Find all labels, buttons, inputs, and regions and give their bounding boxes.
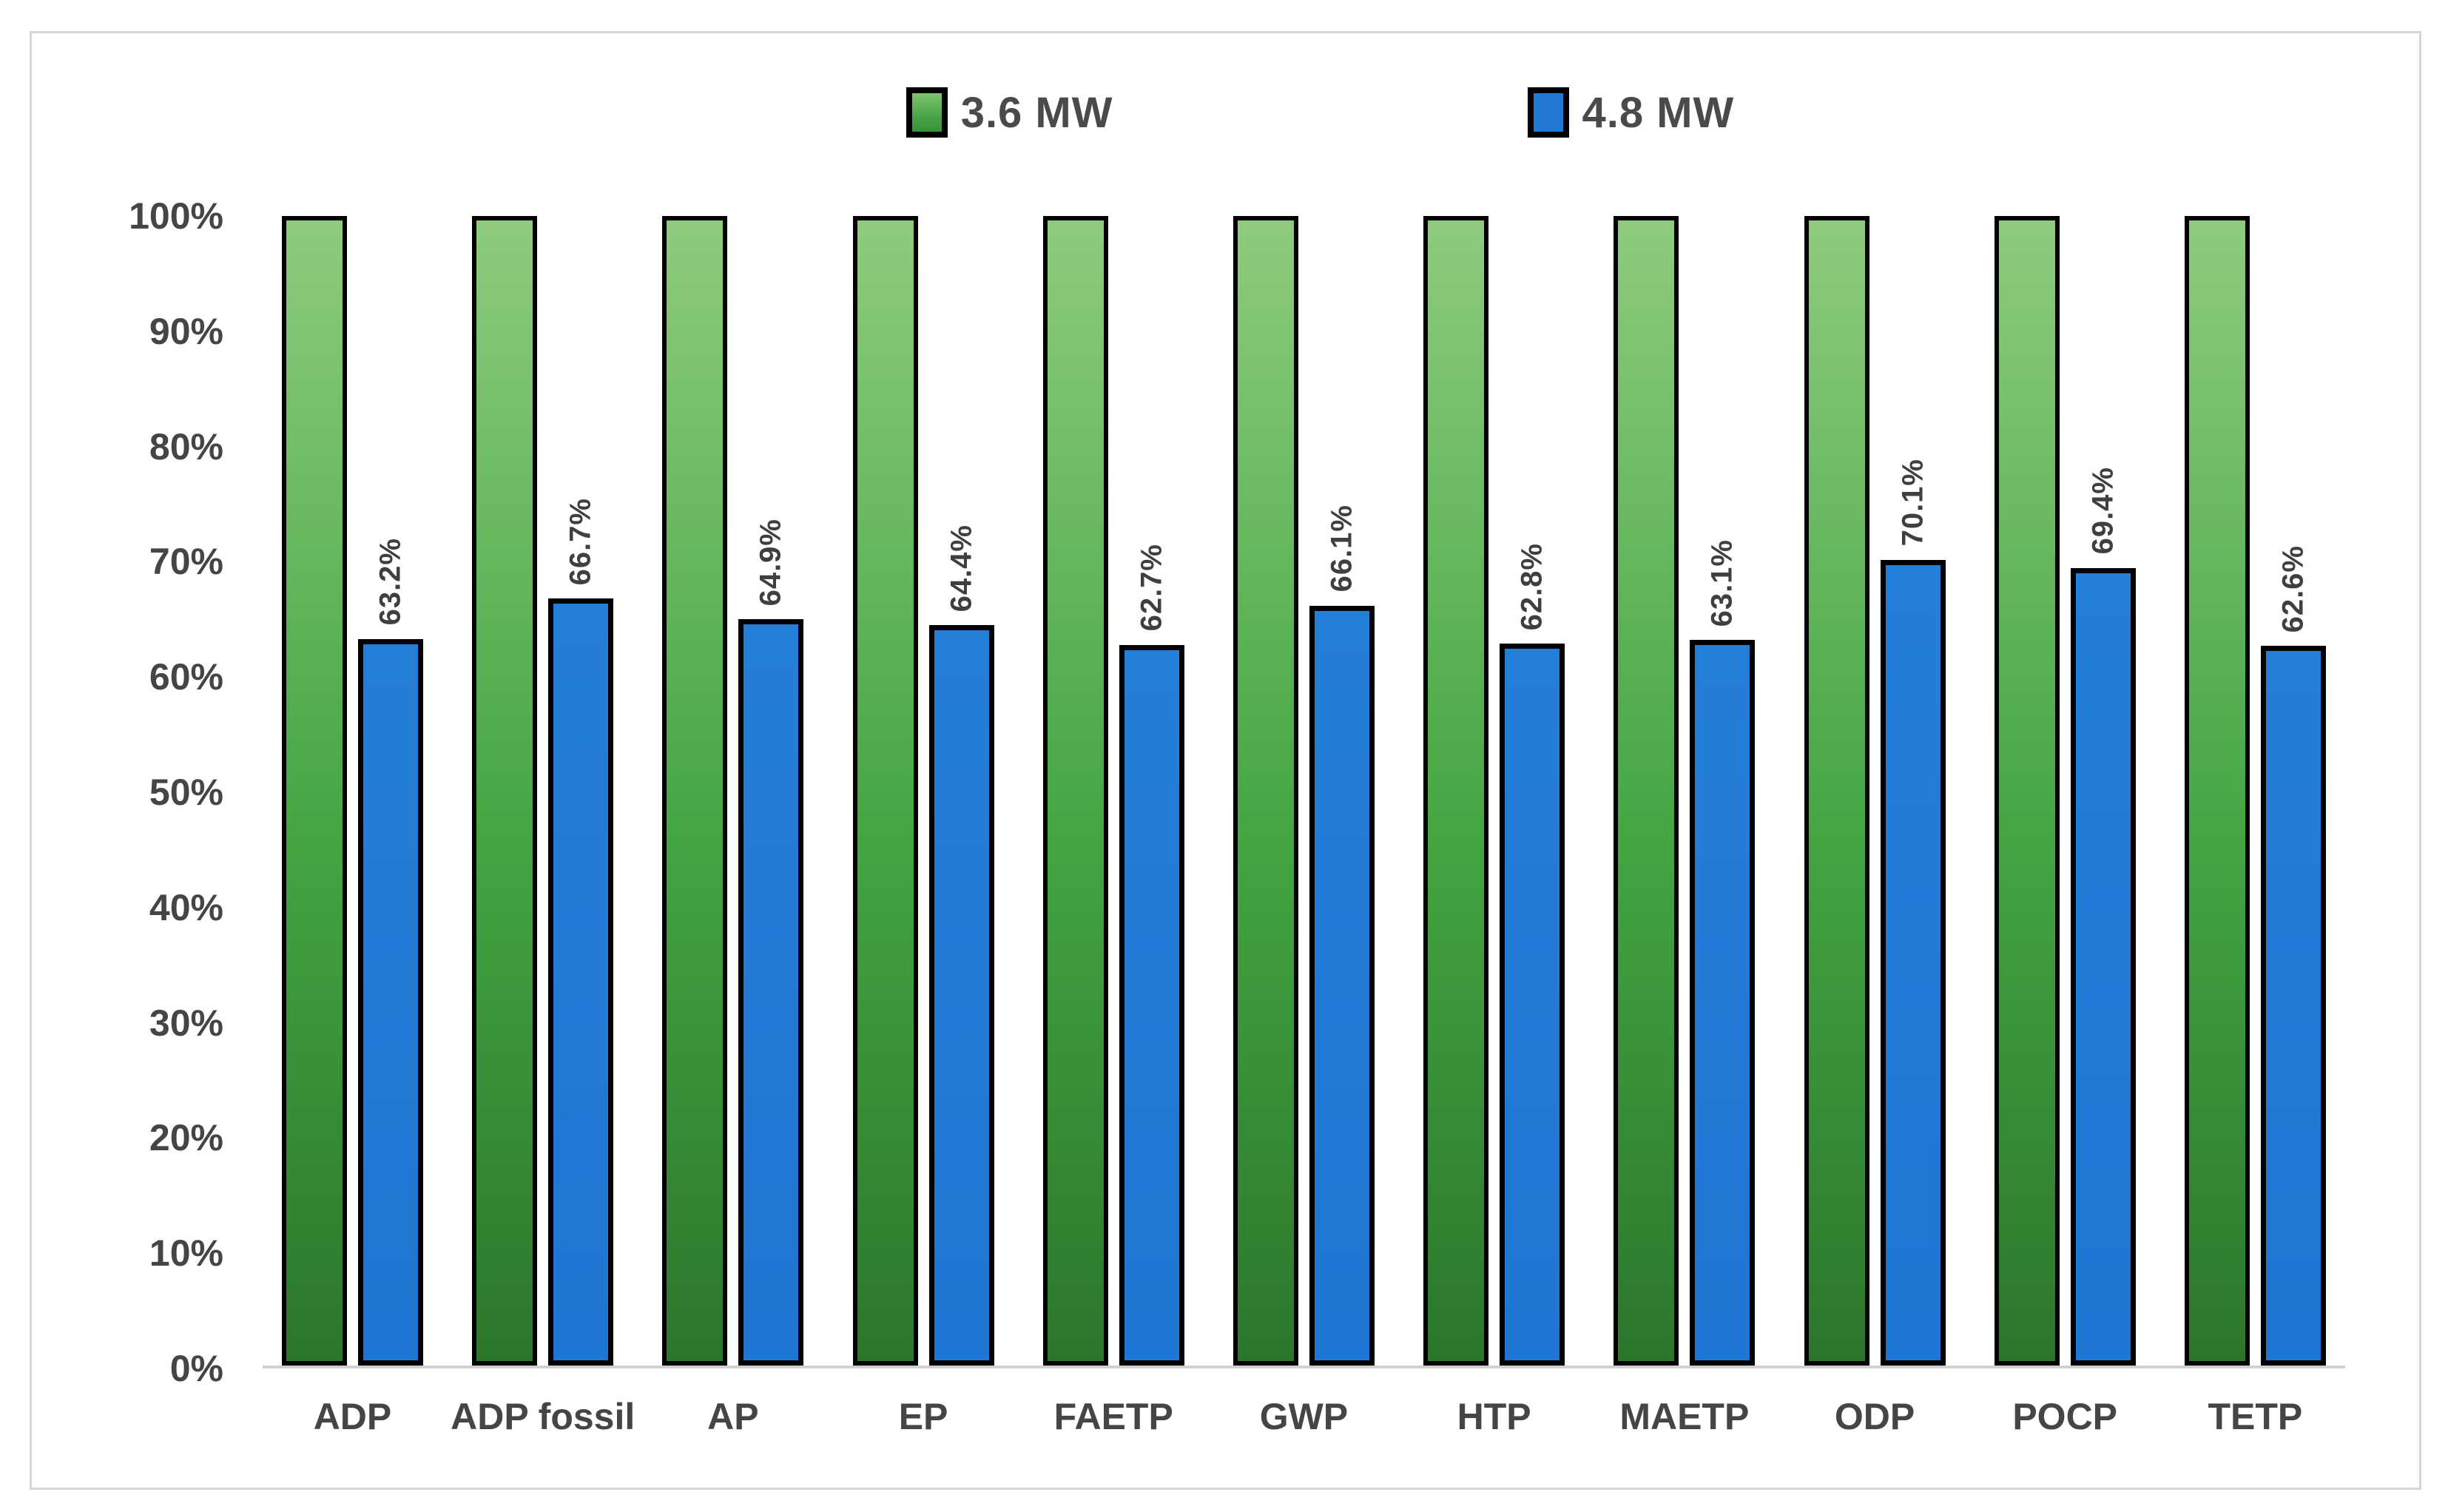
value-label: 62.7% [1135,544,1168,632]
bar-3-6mw [1804,216,1869,1366]
legend-label: 4.8 MW [1582,88,1735,137]
bar-3-6mw [472,216,538,1366]
bar-4-8mw [1119,644,1184,1366]
bar-4-8mw-wrapper: 64.9% [738,216,804,1366]
value-label: 62.6% [2276,544,2310,633]
bar-4-8mw-wrapper: 63.1% [1690,216,1756,1366]
bar-3-6mw [1614,216,1679,1366]
bar-3-6mw [662,216,728,1366]
legend-swatch-green-icon [906,87,948,138]
bar-4-8mw [1690,640,1756,1366]
y-tick-label: 80% [149,425,223,468]
x-axis-label: HTP [1457,1396,1531,1437]
bar-4-8mw-wrapper: 66.7% [548,216,614,1366]
bar-4-8mw [1500,644,1565,1366]
x-axis-label: POCP [2012,1396,2118,1437]
bar-4-8mw-wrapper: 64.4% [928,216,994,1366]
x-axis-label: ODP [1834,1396,1915,1437]
bar-4-8mw [1309,605,1375,1366]
category-group-maetp: 63.1% [1614,216,1756,1366]
y-tick-label: 70% [149,541,223,583]
plot-area: 63.2% 66.7% 64.9% 64.4% 62.7% 66.1% 62.8% 63.1%… [263,216,2345,1368]
bar-3-6mw [1994,216,2060,1366]
value-label: 69.4% [2086,467,2120,555]
category-group-htp: 62.8% [1423,216,1565,1366]
bar-4-8mw-wrapper: 62.7% [1119,216,1184,1366]
x-axis-label: AP [707,1396,759,1437]
x-axis-labels: ADP ADP fossil AP EP FAETP GWP HTP MAETP ODP POCP… [263,1395,2345,1438]
legend-item-3-6mw: 3.6 MW [906,87,1113,138]
bar-4-8mw [2070,567,2136,1366]
x-axis-label: MAETP [1619,1396,1750,1437]
category-group-tetp: 62.6% [2184,216,2326,1366]
legend-label: 3.6 MW [960,88,1113,137]
bar-4-8mw [548,598,614,1366]
bar-4-8mw-wrapper: 62.6% [2260,216,2326,1366]
category-group-ep: 64.4% [852,216,994,1366]
bar-4-8mw [928,625,994,1366]
y-tick-label: 0% [169,1348,223,1389]
bar-3-6mw [2184,216,2250,1366]
category-group-adp-fossil: 66.7% [472,216,614,1366]
x-axis-label: TETP [2208,1396,2303,1437]
bar-4-8mw-wrapper: 69.4% [2070,216,2136,1366]
value-label: 70.1% [1896,459,1929,547]
bar-4-8mw [1880,559,1946,1366]
x-axis-label: GWP [1259,1396,1349,1437]
bar-4-8mw-wrapper: 70.1% [1880,216,1946,1366]
bar-3-6mw [1042,216,1108,1366]
y-tick-label: 40% [149,886,223,928]
bar-3-6mw [1233,216,1298,1366]
bar-4-8mw-wrapper: 63.2% [358,216,423,1366]
y-axis: 100% 90% 80% 70% 60% 50% 40% 30% 20% 10% 0% [30,195,223,1389]
x-axis-label: EP [898,1396,948,1437]
value-label: 64.9% [754,519,787,607]
value-label: 63.2% [374,538,407,626]
x-axis-label: ADP [313,1396,392,1437]
bar-4-8mw-wrapper: 66.1% [1309,216,1375,1366]
y-tick-label: 100% [129,195,223,237]
bar-4-8mw-wrapper: 62.8% [1500,216,1565,1366]
value-label: 66.7% [564,498,597,586]
value-label: 64.4% [945,524,978,612]
y-tick-label: 20% [149,1117,223,1159]
y-tick-label: 50% [149,772,223,813]
category-group-ap: 64.9% [662,216,804,1366]
legend-item-4-8mw: 4.8 MW [1527,87,1735,138]
y-tick-label: 10% [149,1232,223,1275]
category-group-faetp: 62.7% [1042,216,1184,1366]
bar-3-6mw [282,216,347,1366]
bar-4-8mw [738,619,804,1366]
legend: 3.6 MW 4.8 MW [96,87,2448,138]
category-group-gwp: 66.1% [1233,216,1375,1366]
category-group-adp: 63.2% [282,216,423,1366]
value-label: 66.1% [1325,504,1358,593]
value-label: 62.8% [1515,542,1548,631]
y-tick-label: 60% [149,656,223,698]
bar-3-6mw [1423,216,1489,1366]
bar-4-8mw [2260,646,2326,1366]
x-axis-label: FAETP [1053,1396,1173,1437]
value-label: 63.1% [1705,539,1739,627]
y-tick-label: 30% [149,1002,223,1044]
y-tick-label: 90% [149,310,223,352]
bar-4-8mw [358,638,423,1366]
legend-swatch-blue-icon [1527,87,1569,138]
category-group-pocp: 69.4% [1994,216,2136,1366]
x-axis-label: ADP fossil [451,1396,635,1437]
category-group-odp: 70.1% [1804,216,1946,1366]
bar-3-6mw [852,216,918,1366]
